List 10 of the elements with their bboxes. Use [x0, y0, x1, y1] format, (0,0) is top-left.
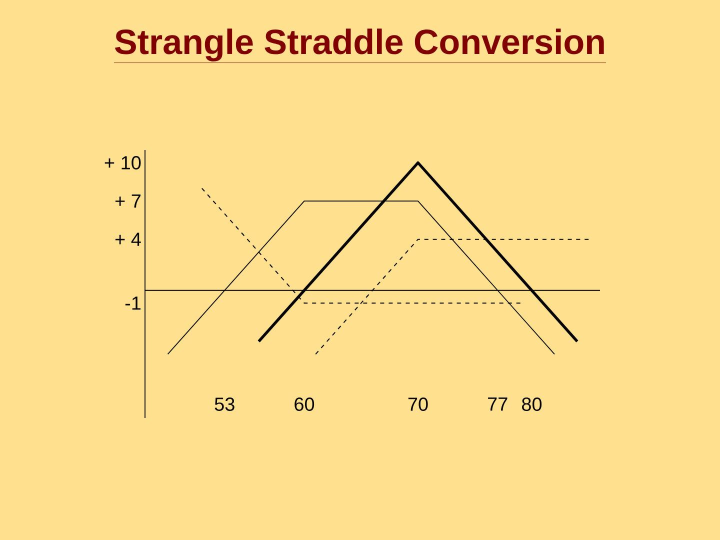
x-tick-label: 60: [294, 398, 314, 411]
x-tick-label: 53: [214, 398, 234, 411]
y-tick-label: + 10: [104, 156, 141, 170]
y-tick-label: + 7: [115, 194, 141, 208]
x-tick-label: 77: [488, 398, 508, 411]
x-tick-label: 80: [522, 398, 542, 411]
y-tick-label: -1: [125, 296, 141, 310]
x-tick-label: 70: [408, 398, 428, 411]
chart-title: Strangle Straddle Conversion: [114, 28, 604, 62]
y-tick-label: + 4: [115, 232, 141, 246]
